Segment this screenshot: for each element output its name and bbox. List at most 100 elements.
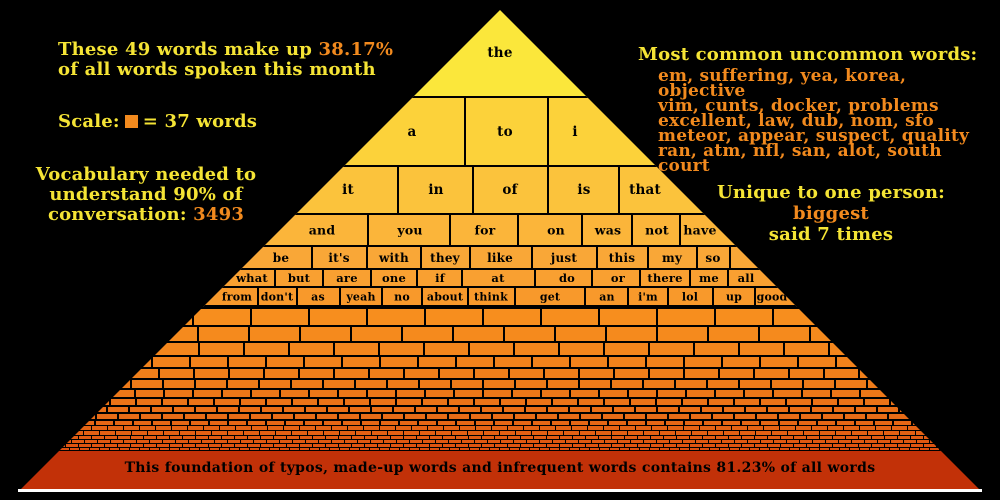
cell-divider: [311, 247, 313, 268]
cell-divider: [464, 98, 466, 165]
word-label: with: [379, 250, 409, 265]
brick-row: [20, 439, 980, 443]
brick-row: [20, 341, 980, 355]
pyramid-row: be it's with they like just this my so: [20, 247, 980, 270]
cell-divider: [712, 288, 714, 305]
word-label: an: [599, 290, 615, 303]
word-label: my: [661, 250, 683, 265]
word-label: if: [435, 271, 445, 285]
text-line: meteor, appear, suspect, quality: [658, 126, 970, 146]
scale-swatch-icon: [124, 115, 138, 128]
foundation-text: This foundation of typos, made-up words …: [124, 460, 876, 476]
cell-divider: [591, 270, 593, 286]
cell-divider: [581, 215, 583, 245]
cell-divider: [679, 215, 681, 245]
brick-row: [20, 325, 980, 341]
brick-row: [20, 367, 980, 378]
cell-divider: [534, 270, 536, 286]
cell-divider: [754, 288, 756, 305]
word-label: it: [342, 182, 354, 198]
scale-value: = 37 words: [142, 111, 258, 132]
brick-row: [20, 435, 980, 439]
cell-divider: [366, 247, 368, 268]
cell-divider: [296, 288, 298, 305]
word-label: for: [474, 222, 496, 238]
cell-divider: [631, 215, 633, 245]
brick-row: [20, 425, 980, 430]
brick-row: [20, 447, 980, 450]
text-line: excellent, law, dub, nom, sfo: [658, 111, 934, 131]
top-words-stat: These 49 words make up 38.17% of all wor…: [58, 40, 393, 80]
cell-divider: [531, 247, 533, 268]
word-label: from: [221, 290, 253, 303]
word-label: do: [558, 271, 576, 285]
cell-divider: [449, 215, 451, 245]
word-label: that: [629, 182, 661, 198]
word-label: all: [737, 271, 755, 285]
cell-divider: [618, 167, 620, 213]
cell-divider: [472, 167, 474, 213]
word-label: just: [550, 250, 578, 265]
unique-word-header: Unique to one person:: [716, 182, 945, 203]
top-words-stat-line2: of all words spoken this month: [58, 59, 376, 80]
brick-row: [20, 378, 980, 388]
cell-divider: [469, 247, 471, 268]
word-label: so: [705, 250, 721, 265]
word-label: yeah: [346, 290, 376, 303]
word-label: at: [491, 271, 505, 285]
cell-divider: [421, 288, 423, 305]
brick-row: [20, 412, 980, 419]
word-label: are: [336, 271, 358, 285]
word-label: and: [308, 222, 336, 238]
cell-divider: [381, 288, 383, 305]
word-label: but: [287, 271, 311, 285]
word-label: one: [382, 271, 406, 285]
word-label: is: [577, 182, 591, 198]
top-words-stat-line1: These 49 words make up 38.17%: [58, 40, 393, 60]
uncommon-words-header: Most common uncommon words:: [638, 44, 978, 65]
word-label: get: [539, 290, 561, 303]
word-label: about: [426, 290, 464, 303]
cell-divider: [461, 270, 463, 286]
cell-divider: [514, 288, 516, 305]
cell-divider: [420, 247, 422, 268]
word-label: have: [683, 222, 717, 238]
cell-divider: [322, 270, 324, 286]
cell-divider: [596, 247, 598, 268]
word-label: the: [487, 45, 513, 61]
cell-divider: [584, 288, 586, 305]
word-label: a: [407, 123, 417, 140]
word-label: on: [547, 222, 565, 238]
word-label: i'm: [638, 290, 658, 303]
brick-row: [20, 397, 980, 405]
cell-divider: [467, 288, 469, 305]
unique-word-value: biggest: [793, 203, 869, 224]
cell-divider: [639, 270, 641, 286]
uncommon-words-list: em, suffering, yea, korea, objective vim,…: [658, 66, 986, 175]
word-label: or: [610, 271, 626, 285]
cell-divider: [689, 270, 691, 286]
word-label: good: [756, 290, 788, 303]
unique-word-block: Unique to one person: biggest said 7 tim…: [700, 182, 962, 245]
word-label: think: [474, 290, 508, 303]
word-label: i: [572, 123, 578, 140]
word-label: it's: [328, 250, 350, 265]
text-line: em, suffering, yea, korea, objective: [658, 66, 907, 101]
vocabulary-count: 3493: [193, 204, 245, 225]
text-line: vim, cunts, docker, problems: [658, 96, 939, 116]
word-label: lol: [681, 290, 699, 303]
vocabulary-stat: Vocabulary needed to understand 90% of c…: [35, 165, 257, 225]
cell-divider: [274, 270, 276, 286]
cell-divider: [547, 167, 549, 213]
word-label: like: [487, 250, 513, 265]
cell-divider: [547, 98, 549, 165]
cell-divider: [667, 288, 669, 305]
word-label: this: [608, 250, 636, 265]
word-label: in: [428, 182, 444, 198]
word-label: be: [272, 250, 290, 265]
brick-row: [20, 307, 980, 325]
scale-label: Scale:: [58, 111, 120, 132]
brick-row: [20, 443, 980, 447]
cell-divider: [397, 167, 399, 213]
